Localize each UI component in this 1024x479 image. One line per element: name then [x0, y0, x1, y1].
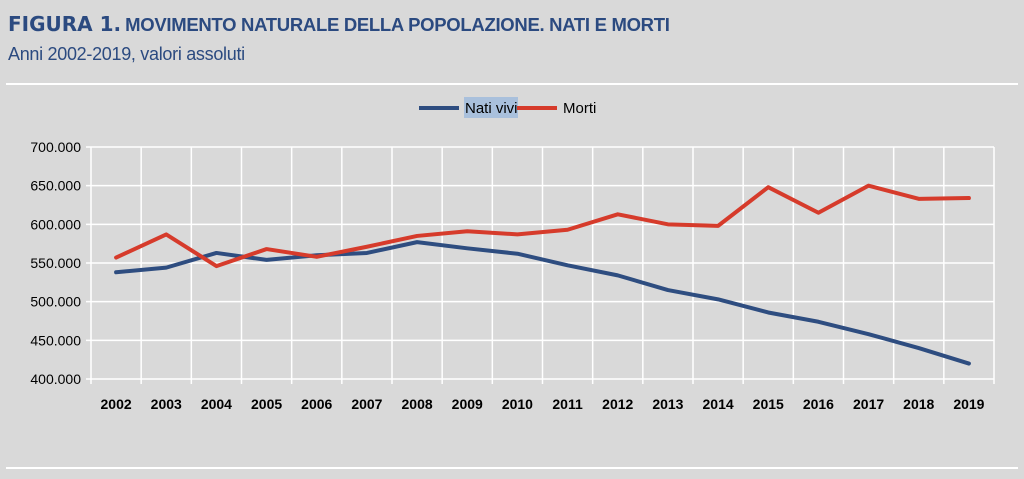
x-tick-label: 2007: [351, 396, 382, 412]
series-line-nati-vivi: [114, 240, 971, 366]
bottom-divider: [6, 467, 1018, 469]
grid: [86, 146, 995, 384]
top-divider: [6, 83, 1018, 85]
x-axis: 2002 2003 2004 2005 2006 2007 2008 2009 2010 2011…: [101, 396, 985, 412]
y-tick-label: 500.000: [30, 294, 81, 310]
x-tick-label: 2004: [201, 396, 232, 412]
x-tick-label: 2016: [803, 396, 834, 412]
x-tick-label: 2015: [753, 396, 784, 412]
legend-highlight: [464, 97, 518, 118]
x-tick-label: 2017: [853, 396, 884, 412]
y-axis: 400.000 450.000 500.000 550.000 600.000 650.0…: [30, 139, 81, 387]
x-tick-label: 2002: [101, 396, 132, 412]
figure-label: FIGURA 1.: [8, 12, 122, 36]
x-tick-label: 2005: [251, 396, 282, 412]
x-tick-label: 2019: [953, 396, 984, 412]
x-tick-label: 2003: [151, 396, 182, 412]
x-tick-label: 2006: [301, 396, 332, 412]
x-tick-label: 2018: [903, 396, 934, 412]
x-tick-label: 2010: [502, 396, 533, 412]
figure-subtitle: Anni 2002-2019, valori assoluti: [8, 44, 245, 64]
figure-title: FIGURA 1. MOVIMENTO NATURALE DELLA POPOLA…: [8, 12, 670, 37]
y-tick-label: 450.000: [30, 332, 81, 348]
x-tick-label: 2014: [703, 396, 734, 412]
y-tick-label: 650.000: [30, 178, 81, 194]
y-tick-label: 600.000: [30, 216, 81, 232]
figure-title-text: MOVIMENTO NATURALE DELLA POPOLAZIONE. NA…: [125, 14, 670, 35]
x-tick-label: 2012: [602, 396, 633, 412]
y-tick-label: 400.000: [30, 371, 81, 387]
x-tick-label: 2013: [652, 396, 683, 412]
y-tick-label: 550.000: [30, 255, 81, 271]
x-tick-label: 2011: [552, 396, 583, 412]
series-line-morti: [114, 183, 971, 269]
x-tick-label: 2008: [402, 396, 433, 412]
x-tick-label: 2009: [452, 396, 483, 412]
series-lines: [114, 183, 971, 366]
legend: Nati vivi Morti: [419, 97, 596, 118]
legend-label: Morti: [563, 100, 596, 117]
legend-label: Nati vivi: [465, 100, 518, 117]
y-tick-label: 700.000: [30, 139, 81, 155]
